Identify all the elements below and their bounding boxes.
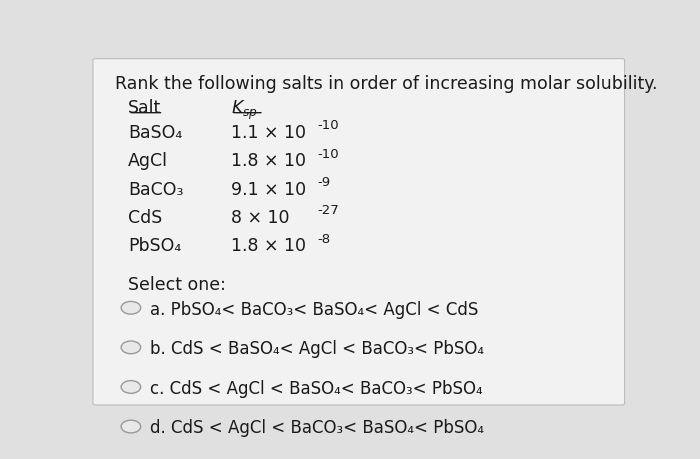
Text: BaCO₃: BaCO₃ [128, 180, 183, 199]
Text: -8: -8 [317, 233, 330, 246]
Text: b. CdS < BaSO₄< AgCl < BaCO₃< PbSO₄: b. CdS < BaSO₄< AgCl < BaCO₃< PbSO₄ [150, 340, 484, 358]
Text: 9.1 × 10: 9.1 × 10 [231, 180, 307, 199]
Text: c. CdS < AgCl < BaSO₄< BaCO₃< PbSO₄: c. CdS < AgCl < BaSO₄< BaCO₃< PbSO₄ [150, 380, 482, 398]
Circle shape [121, 420, 141, 433]
Text: BaSO₄: BaSO₄ [128, 124, 183, 142]
Text: d. CdS < AgCl < BaCO₃< BaSO₄< PbSO₄: d. CdS < AgCl < BaCO₃< BaSO₄< PbSO₄ [150, 420, 484, 437]
Text: -27: -27 [317, 204, 339, 217]
Circle shape [121, 381, 141, 393]
FancyBboxPatch shape [93, 59, 624, 405]
Circle shape [121, 302, 141, 314]
Text: -9: -9 [317, 176, 330, 189]
Text: a. PbSO₄< BaCO₃< BaSO₄< AgCl < CdS: a. PbSO₄< BaCO₃< BaSO₄< AgCl < CdS [150, 301, 478, 319]
Text: 1.8 × 10: 1.8 × 10 [231, 152, 307, 170]
Circle shape [121, 341, 141, 354]
Text: 1.8 × 10: 1.8 × 10 [231, 237, 307, 255]
Text: CdS: CdS [128, 209, 162, 227]
Text: PbSO₄: PbSO₄ [128, 237, 181, 255]
Text: Select one:: Select one: [128, 276, 226, 294]
Text: AgCl: AgCl [128, 152, 168, 170]
Text: Salt: Salt [128, 99, 162, 117]
Text: 8 × 10: 8 × 10 [231, 209, 290, 227]
Text: 1.1 × 10: 1.1 × 10 [231, 124, 307, 142]
Text: -10: -10 [317, 119, 339, 132]
Text: -10: -10 [317, 148, 339, 161]
Text: Rank the following salts in order of increasing molar solubility.: Rank the following salts in order of inc… [115, 74, 657, 93]
Text: $K_{sp}$: $K_{sp}$ [231, 99, 258, 123]
